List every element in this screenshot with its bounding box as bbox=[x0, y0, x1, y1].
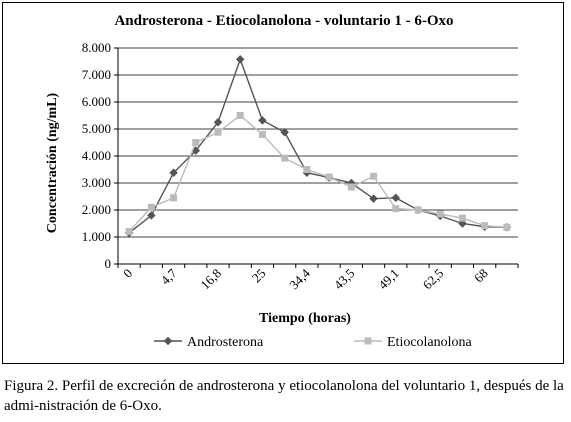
data-point bbox=[503, 223, 511, 231]
x-tick-label: 49,1 bbox=[375, 266, 402, 293]
data-point bbox=[414, 206, 422, 214]
chart-title: Androsterona - Etiocolanolona - voluntar… bbox=[114, 13, 454, 29]
data-point bbox=[170, 194, 178, 202]
legend-label: Androsterona bbox=[187, 335, 264, 350]
data-point bbox=[392, 205, 400, 213]
x-tick-label: 4,7 bbox=[158, 265, 180, 287]
y-axis-label: Concentración (ng/mL) bbox=[45, 92, 60, 233]
data-point bbox=[147, 203, 155, 211]
series-layer bbox=[124, 54, 512, 238]
y-tick-label: 5.000 bbox=[82, 121, 111, 136]
data-point bbox=[258, 130, 266, 138]
data-point bbox=[303, 166, 311, 173]
legend-label: Etiocolanolona bbox=[387, 335, 473, 350]
y-tick-label: 4.000 bbox=[82, 148, 111, 163]
data-point bbox=[436, 210, 444, 218]
series-etiocolanolona bbox=[125, 112, 511, 236]
chart-frame: Androsterona - Etiocolanolona - voluntar… bbox=[2, 2, 564, 364]
x-tick-label: 62,5 bbox=[420, 266, 447, 293]
y-tick-label: 3.000 bbox=[82, 175, 111, 190]
x-tick-label: 25 bbox=[249, 266, 269, 286]
data-point bbox=[213, 117, 223, 127]
legend: Androsterona Etiocolanolona bbox=[154, 335, 473, 350]
x-tick-label: 0 bbox=[120, 266, 135, 281]
data-point bbox=[163, 336, 173, 346]
grid-layer bbox=[118, 47, 518, 238]
data-point bbox=[458, 214, 466, 222]
data-point bbox=[391, 193, 401, 203]
data-point bbox=[236, 112, 244, 119]
data-point bbox=[369, 194, 378, 204]
y-tick-label: 8.000 bbox=[82, 40, 111, 55]
data-point bbox=[192, 139, 200, 146]
series-line bbox=[128, 114, 507, 233]
data-point bbox=[325, 173, 333, 181]
data-point bbox=[481, 222, 489, 230]
x-tick-label: 68 bbox=[471, 266, 491, 286]
y-tick-label: 0 bbox=[105, 256, 112, 271]
data-point bbox=[125, 228, 133, 236]
x-tick-label: 43,5 bbox=[331, 266, 358, 293]
data-point bbox=[280, 127, 290, 137]
data-point bbox=[370, 172, 378, 180]
y-tick-label: 6.000 bbox=[82, 94, 111, 109]
data-point bbox=[347, 183, 355, 191]
x-tick-label: 16,8 bbox=[197, 266, 224, 293]
figure-caption: Figura 2. Perfil de excreción de androst… bbox=[4, 378, 564, 414]
y-tick-label: 1.000 bbox=[82, 229, 111, 244]
data-point bbox=[258, 116, 267, 125]
data-point bbox=[235, 54, 245, 64]
data-point bbox=[364, 337, 372, 345]
x-axis-label: Tiempo (horas) bbox=[259, 311, 351, 326]
data-point bbox=[146, 211, 156, 220]
y-tick-label: 7.000 bbox=[82, 67, 111, 82]
data-point bbox=[214, 128, 222, 136]
line-chart: 0 1.000 2.000 3.000 4.000 5.000 6.000 7.000 8.00… bbox=[45, 40, 519, 350]
data-point bbox=[169, 168, 178, 178]
series-line bbox=[128, 57, 507, 234]
x-tick-label: 34,4 bbox=[286, 265, 313, 292]
data-point bbox=[281, 154, 289, 162]
y-tick-label: 2.000 bbox=[82, 202, 111, 217]
